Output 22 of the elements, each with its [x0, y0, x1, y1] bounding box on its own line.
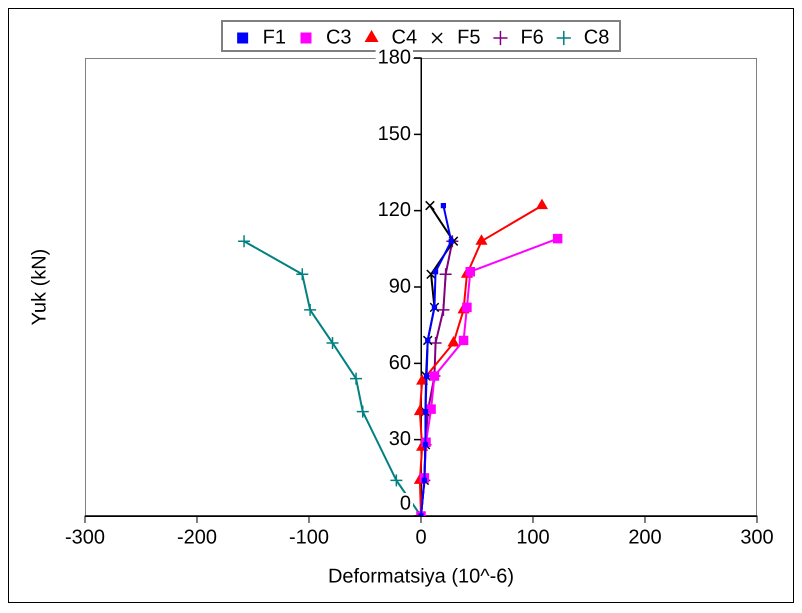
legend-label: C3 — [326, 26, 352, 49]
legend-label: C4 — [392, 26, 418, 49]
x-axis-title: Deformatsiya (10^-6) — [328, 566, 514, 588]
y-tick-label: 180 — [378, 46, 411, 69]
legend-label: F5 — [457, 26, 480, 49]
legend-label: F1 — [262, 26, 286, 49]
legend-label: F6 — [520, 26, 544, 49]
y-tick-label: 150 — [378, 122, 411, 145]
x-tick-label: 200 — [628, 526, 662, 549]
x-tick-label: 100 — [516, 526, 550, 549]
legend-label: C8 — [584, 26, 610, 49]
x-tick-label: -300 — [64, 526, 106, 549]
x-tick-label: -200 — [176, 526, 218, 549]
y-tick-label: 60 — [388, 352, 411, 374]
y-tick-label: 90 — [388, 276, 411, 298]
y-tick-label: 120 — [378, 199, 411, 222]
x-tick-label: -100 — [288, 526, 330, 549]
y-axis-title: Yuk (kN) — [28, 248, 51, 326]
y-tick-label: 30 — [388, 428, 411, 450]
x-tick-label: 0 — [415, 526, 427, 549]
x-tick-label: 300 — [740, 526, 774, 549]
y-tick-label: 0 — [400, 492, 411, 515]
